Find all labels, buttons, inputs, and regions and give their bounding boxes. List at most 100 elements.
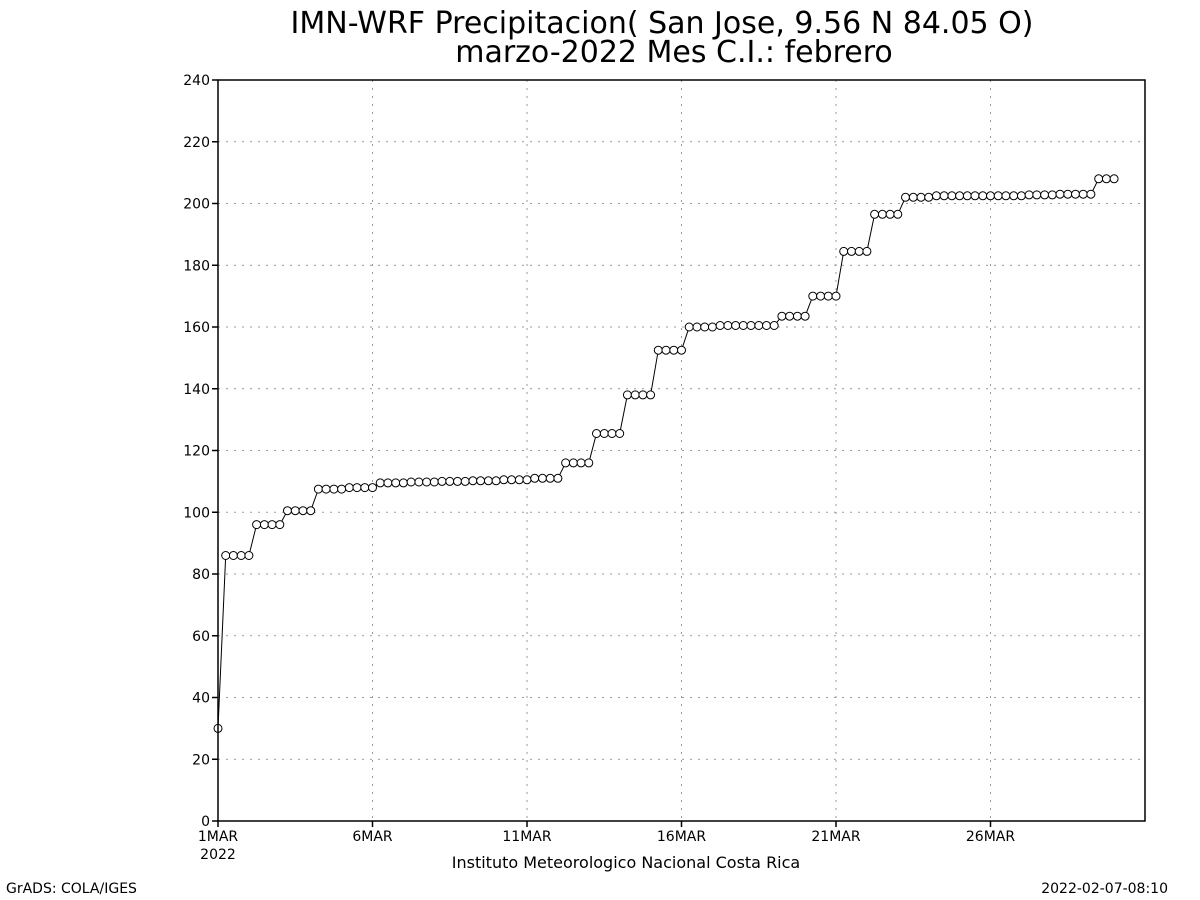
- x-tick-label: 1MAR: [198, 829, 239, 845]
- data-series: [213, 174, 1119, 733]
- data-point: [901, 192, 910, 202]
- data-point: [530, 473, 540, 483]
- grid: [218, 80, 1145, 821]
- data-point: [746, 321, 756, 330]
- data-point: [947, 191, 957, 201]
- data-point: [823, 291, 833, 301]
- data-point: [406, 477, 416, 487]
- y-tick-label: 40: [192, 691, 210, 707]
- data-point: [561, 458, 571, 468]
- data-point: [383, 478, 393, 488]
- x-axis-label: Instituto Meteorologico Nacional Costa R…: [452, 853, 800, 872]
- data-point: [460, 476, 470, 486]
- chart-title: IMN-WRF Precipitacion( San Jose, 9.56 N …: [291, 6, 1034, 41]
- data-point: [1016, 191, 1026, 201]
- data-point: [545, 473, 555, 483]
- data-point: [422, 477, 432, 487]
- data-point: [723, 321, 733, 330]
- y-tick-label: 100: [183, 505, 210, 521]
- x-tick-label: 21MAR: [811, 829, 860, 845]
- data-point: [538, 473, 547, 483]
- data-point: [244, 551, 254, 560]
- y-tick-label: 0: [201, 814, 210, 830]
- data-point: [1055, 189, 1065, 199]
- data-point: [398, 478, 408, 488]
- data-point: [924, 192, 934, 202]
- series-line: [217, 178, 1115, 729]
- data-point: [514, 475, 524, 485]
- data-point: [1094, 174, 1104, 184]
- y-tick-label: 20: [192, 752, 210, 768]
- data-point: [715, 321, 725, 330]
- data-point: [1071, 189, 1080, 199]
- data-point: [236, 551, 246, 560]
- data-point: [677, 345, 686, 355]
- data-point: [1040, 190, 1050, 200]
- data-point: [908, 192, 918, 202]
- data-point: [313, 484, 323, 494]
- data-point: [955, 191, 965, 201]
- data-point: [769, 321, 779, 330]
- data-point: [854, 246, 864, 256]
- data-point: [1047, 190, 1057, 200]
- data-point: [1101, 174, 1111, 184]
- data-point: [360, 483, 370, 493]
- x-tick-label: 11MAR: [502, 829, 551, 845]
- data-point: [653, 345, 663, 355]
- data-point: [429, 477, 439, 487]
- data-point: [1024, 190, 1034, 200]
- data-point: [476, 476, 486, 486]
- data-point: [885, 209, 895, 219]
- data-point: [283, 506, 292, 516]
- data-point: [576, 458, 586, 468]
- data-point: [437, 476, 447, 486]
- data-point: [507, 475, 517, 485]
- data-point: [259, 520, 269, 530]
- data-point: [692, 322, 702, 332]
- data-point: [584, 458, 594, 468]
- data-point: [267, 520, 277, 530]
- data-point: [615, 429, 625, 438]
- data-point: [916, 192, 926, 202]
- data-point: [630, 390, 640, 400]
- data-point: [337, 484, 347, 494]
- data-point: [1063, 189, 1073, 199]
- data-point: [870, 209, 880, 219]
- data-point: [970, 191, 980, 201]
- y-tick-label: 240: [183, 73, 210, 89]
- data-point: [700, 322, 710, 332]
- data-point: [352, 483, 362, 493]
- x-tick-sublabel: 2022: [200, 847, 236, 863]
- plot-frame: [217, 79, 1146, 822]
- data-point: [228, 551, 238, 560]
- data-point: [599, 429, 609, 438]
- data-point: [877, 209, 887, 219]
- data-point: [391, 478, 401, 488]
- data-point: [731, 321, 741, 330]
- data-point: [831, 291, 841, 301]
- data-point: [847, 246, 856, 256]
- data-point: [607, 429, 617, 438]
- data-point: [375, 478, 385, 488]
- data-point: [839, 246, 849, 256]
- data-point: [568, 458, 578, 468]
- x-tick-label: 16MAR: [657, 829, 706, 845]
- data-point: [669, 345, 679, 355]
- data-point: [468, 476, 478, 486]
- y-tick-label: 60: [192, 629, 210, 645]
- data-point: [792, 311, 802, 321]
- data-point: [275, 520, 285, 530]
- footer-software-credit: GrADS: COLA/IGES: [6, 881, 137, 897]
- footer-timestamp: 2022-02-07-08:10: [1041, 881, 1168, 897]
- data-point: [978, 191, 988, 201]
- y-tick-label: 120: [183, 444, 210, 460]
- data-point: [1032, 190, 1042, 200]
- data-point: [499, 475, 509, 485]
- y-tick-label: 140: [183, 382, 210, 398]
- y-tick-label: 180: [183, 258, 210, 274]
- data-point: [986, 191, 995, 201]
- data-point: [522, 475, 532, 485]
- data-point: [1078, 189, 1088, 199]
- data-point: [252, 520, 262, 530]
